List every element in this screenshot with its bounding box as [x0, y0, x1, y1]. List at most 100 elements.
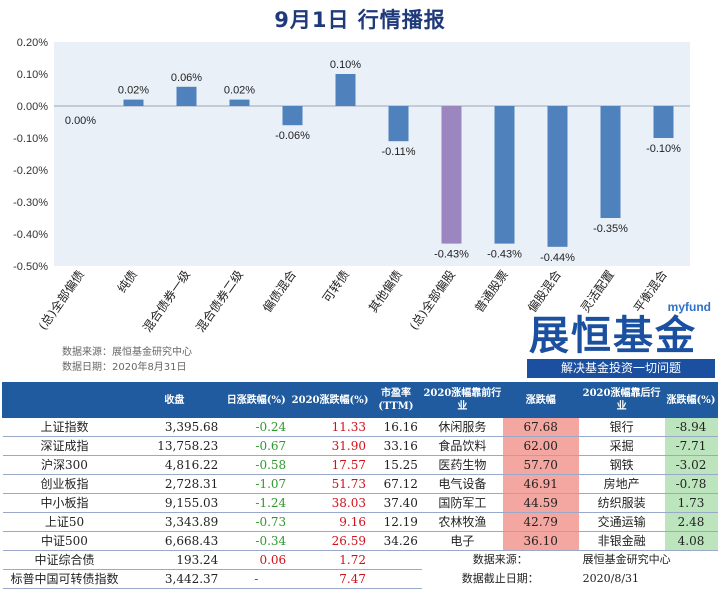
top-industry: 医药生物 — [421, 455, 503, 475]
table-row: 创业板指 2,728.31 -1.07 51.73 67.12 电气设备 46.… — [2, 474, 718, 494]
logo-cn-text: 展恒基金 — [529, 313, 697, 359]
page-title: 9月1日 行情播报 — [274, 8, 446, 32]
data-label: -0.43% — [487, 249, 522, 261]
index-name: 沪深300 — [2, 455, 127, 475]
y-tick-label: 0.20% — [17, 37, 48, 49]
data-label: -0.44% — [540, 252, 575, 264]
bar — [335, 74, 356, 106]
index-ytd-change: 26.59 — [290, 531, 370, 551]
index-close: 3,395.68 — [126, 417, 223, 437]
category-label: 普通股票 — [472, 268, 511, 315]
bond-close: 193.24 — [126, 550, 223, 570]
header-close: 收盘 — [125, 382, 223, 418]
top-industry: 电气设备 — [421, 474, 503, 494]
index-name: 中证500 — [2, 531, 127, 551]
index-close: 2,728.31 — [126, 474, 223, 494]
top-industry-change: 62.00 — [502, 436, 579, 456]
data-label: 0.02% — [224, 85, 255, 97]
top-industry-change: 44.59 — [502, 493, 579, 513]
index-ytd-change: 11.33 — [290, 417, 370, 437]
data-label: -0.11% — [381, 146, 415, 158]
data-label: 0.02% — [118, 85, 149, 97]
index-ytd-change: 9.16 — [290, 512, 370, 532]
index-day-change: -0.24 — [222, 417, 291, 437]
footer-source-value: 展恒基金研究中心 — [582, 553, 671, 567]
bar — [229, 99, 250, 106]
bond-day-change: 0.06 — [222, 550, 291, 570]
index-pe: 16.16 — [369, 417, 422, 437]
bottom-industry: 非银金融 — [578, 531, 665, 551]
header-pe: 市盈率(TTM) — [369, 382, 423, 418]
table-row: 上证指数 3,395.68 -0.24 11.33 16.16 休闲服务 67.… — [2, 417, 718, 437]
bond-name: 中证综合债 — [2, 550, 127, 570]
footer-date-value: 2020/8/31 — [582, 572, 640, 585]
bar — [176, 86, 197, 106]
bottom-industry-change: 4.08 — [664, 531, 718, 551]
bar — [388, 106, 409, 142]
top-industry: 电子 — [421, 531, 503, 551]
chart-svg: 0.20% 0.10% 0.00% -0.10% -0.20% -0.30% -0.40% -… — [13, 37, 690, 335]
index-day-change: -0.34 — [222, 531, 291, 551]
table-row: 上证50 3,343.89 -0.73 9.16 12.19 农林牧渔 42.7… — [2, 512, 718, 532]
bottom-industry-change: 2.48 — [664, 512, 718, 532]
footer-date-label: 数据截止日期： — [461, 572, 539, 585]
category-label: 混合债券二级 — [192, 267, 246, 335]
data-label: -0.10% — [646, 143, 681, 155]
y-tick-label: 0.10% — [17, 69, 48, 81]
top-industry-change: 46.91 — [502, 474, 579, 494]
bottom-industry-change: -0.78 — [664, 474, 718, 494]
category-label: 其他偏债 — [365, 267, 405, 315]
top-industry-change: 36.10 — [502, 531, 579, 551]
market-table-wrap: 收盘 日涨跌幅(%) 2020涨跌幅(%) 市盈率(TTM) 2020涨幅靠前行… — [2, 382, 718, 589]
bottom-industry-change: 1.73 — [664, 493, 718, 513]
bond-day-change: - — [222, 569, 291, 589]
index-close: 9,155.03 — [126, 493, 223, 513]
data-label: 0.00% — [65, 115, 96, 127]
index-ytd-change: 51.73 — [290, 474, 370, 494]
data-label: 0.10% — [330, 59, 361, 71]
bond-ytd-change: 1.72 — [290, 550, 370, 570]
top-industry: 食品饮料 — [421, 436, 503, 456]
category-label: (总)全部偏股 — [406, 267, 458, 332]
index-name: 中小板指 — [2, 493, 127, 513]
index-pe: 67.12 — [369, 474, 422, 494]
top-industry: 休闲服务 — [421, 417, 503, 437]
index-pe: 37.40 — [369, 493, 422, 513]
index-name: 深证成指 — [2, 436, 127, 456]
category-label: 混合债券一级 — [139, 267, 193, 335]
bottom-industry: 银行 — [578, 417, 665, 437]
date-line: 数据日期：2020年8月31日 — [62, 362, 187, 373]
category-label: 可转债 — [319, 267, 352, 305]
index-day-change: -0.67 — [222, 436, 291, 456]
top-industry-change: 67.68 — [502, 417, 579, 437]
logo-slogan: 解决基金投资一切问题 — [527, 359, 715, 378]
bar — [653, 106, 674, 138]
index-close: 13,758.23 — [126, 436, 223, 456]
bottom-industry: 钢铁 — [578, 455, 665, 475]
header-bottom-industry: 2020涨幅靠后行业 — [578, 382, 665, 418]
top-industry: 国防军工 — [421, 493, 503, 513]
index-close: 6,668.43 — [126, 531, 223, 551]
header-top-industry: 2020涨幅靠前行业 — [421, 382, 504, 418]
y-tick-label: 0.00% — [17, 101, 48, 113]
logo-en-text: myfund — [667, 300, 711, 314]
bar — [441, 106, 462, 244]
top-industry: 农林牧渔 — [421, 512, 503, 532]
table-row: 深证成指 13,758.23 -0.67 31.90 33.16 食品饮料 62… — [2, 436, 718, 456]
index-pe: 33.16 — [369, 436, 422, 456]
index-day-change: -0.73 — [222, 512, 291, 532]
header-ytd-change: 2020涨跌幅(%) — [289, 382, 371, 418]
bond-name: 标普中国可转债指数 — [2, 569, 127, 589]
data-label: -0.35% — [593, 223, 628, 235]
index-day-change: -1.07 — [222, 474, 291, 494]
table-row: 中小板指 9,155.03 -1.24 38.03 37.40 国防军工 44.… — [2, 493, 718, 513]
bar — [494, 106, 515, 244]
header-day-change: 日涨跌幅(%) — [221, 382, 291, 418]
header-name — [2, 382, 127, 418]
bond-row: 中证综合债 193.24 0.06 1.72 数据来源： 展恒基金研究中心 — [2, 550, 718, 570]
bar — [282, 106, 303, 126]
y-tick-label: -0.50% — [13, 261, 48, 273]
bar — [123, 99, 144, 106]
y-tick-label: -0.30% — [13, 197, 48, 209]
bottom-industry: 采掘 — [578, 436, 665, 456]
